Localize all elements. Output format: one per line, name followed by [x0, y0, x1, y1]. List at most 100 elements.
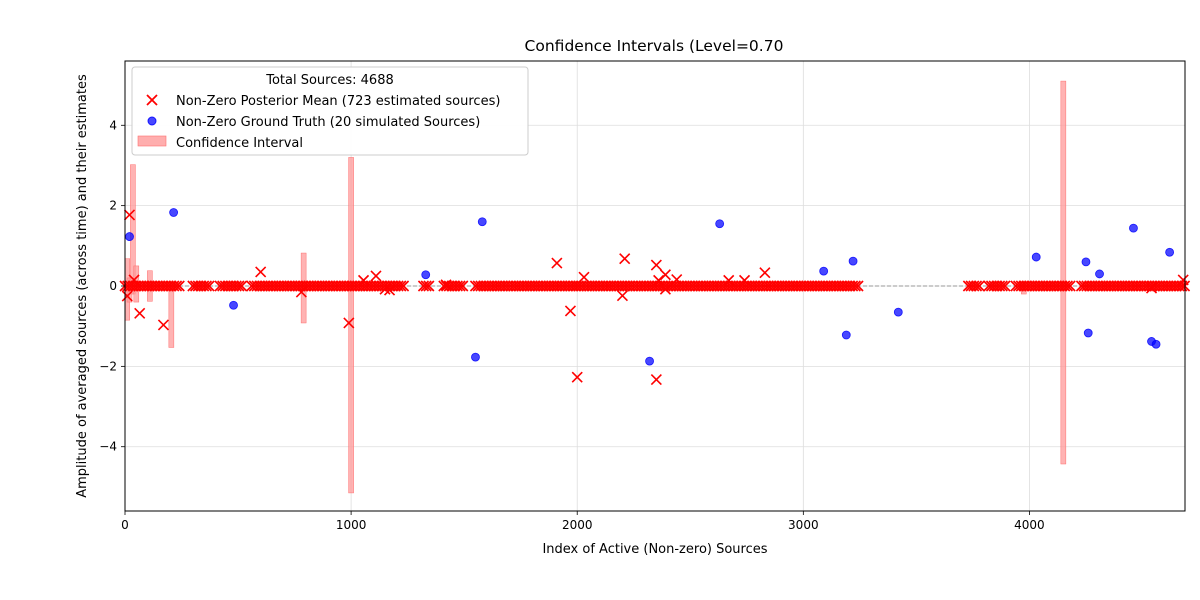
marker-stroke — [332, 280, 345, 292]
posterior-mean-marker — [143, 280, 155, 292]
marker-stroke — [773, 280, 785, 292]
confidence-interval-bar — [168, 282, 175, 348]
marker-stroke — [619, 280, 631, 292]
marker-stroke — [1061, 280, 1073, 292]
marker-stroke — [771, 280, 783, 292]
posterior-mean-marker — [653, 274, 665, 286]
posterior-mean-marker — [286, 280, 298, 292]
posterior-mean-marker — [225, 280, 237, 292]
marker-stroke — [165, 280, 177, 292]
marker-stroke — [368, 280, 380, 292]
posterior-mean-marker — [284, 280, 296, 292]
marker-stroke — [357, 274, 370, 286]
posterior-mean-marker — [214, 280, 226, 292]
posterior-mean-marker — [830, 280, 842, 292]
marker-stroke — [518, 280, 530, 292]
posterior-mean-marker — [738, 274, 751, 286]
posterior-mean-marker — [303, 280, 315, 292]
posterior-mean-marker — [1075, 280, 1088, 292]
posterior-mean-marker — [991, 280, 1003, 292]
posterior-mean-marker — [278, 280, 290, 292]
marker-stroke — [420, 280, 432, 292]
marker-stroke — [135, 280, 147, 292]
posterior-mean-marker — [370, 280, 382, 292]
posterior-mean-marker — [1037, 280, 1049, 292]
marker-stroke — [697, 280, 709, 292]
marker-stroke — [719, 280, 731, 292]
posterior-mean-marker — [149, 280, 161, 292]
posterior-mean-marker — [322, 280, 334, 292]
marker-stroke — [248, 280, 260, 292]
y-tick-label: 2 — [109, 199, 117, 213]
legend-label-ground-truth: Non-Zero Ground Truth (20 simulated Sour… — [176, 115, 480, 130]
marker-stroke — [703, 280, 715, 292]
marker-stroke — [659, 280, 671, 292]
marker-stroke — [627, 280, 639, 292]
posterior-mean-marker — [741, 280, 753, 292]
posterior-mean-marker — [806, 280, 818, 292]
ground-truth-point — [1129, 223, 1138, 233]
posterior-mean-marker — [985, 280, 998, 292]
marker-stroke — [270, 280, 282, 292]
marker-stroke — [1056, 280, 1068, 292]
posterior-mean-marker — [787, 280, 799, 292]
marker-stroke — [313, 280, 326, 292]
posterior-mean-marker — [1045, 280, 1057, 292]
marker-stroke — [573, 280, 585, 292]
marker-stroke — [575, 280, 587, 292]
confidence-interval-bar — [130, 164, 136, 295]
posterior-mean-marker — [554, 280, 566, 292]
posterior-mean-marker — [578, 271, 590, 283]
marker-stroke — [962, 280, 974, 292]
marker-stroke — [187, 280, 199, 292]
posterior-mean-marker — [627, 280, 639, 292]
marker-stroke — [1029, 280, 1041, 292]
marker-stroke — [1165, 280, 1177, 292]
marker-stroke — [1092, 280, 1104, 292]
posterior-mean-marker — [996, 280, 1008, 292]
posterior-mean-marker — [681, 280, 693, 292]
posterior-mean-marker — [619, 253, 631, 265]
marker-stroke — [965, 280, 977, 292]
marker-stroke — [762, 280, 775, 292]
marker-stroke — [632, 280, 644, 292]
marker-stroke — [1053, 280, 1065, 292]
posterior-mean-marker — [1094, 280, 1107, 292]
posterior-mean-marker — [510, 280, 522, 292]
posterior-mean-marker — [128, 274, 140, 286]
posterior-mean-marker — [803, 280, 815, 292]
marker-stroke — [1051, 280, 1063, 292]
marker-stroke — [497, 280, 509, 292]
marker-stroke — [472, 280, 484, 292]
marker-stroke — [130, 280, 142, 292]
posterior-mean-marker — [594, 280, 606, 292]
posterior-mean-marker — [573, 280, 585, 292]
marker-stroke — [619, 253, 631, 265]
marker-stroke — [803, 280, 815, 292]
marker-stroke — [330, 280, 342, 292]
x-axis-title: Index of Active (Non-zero) Sources — [542, 542, 767, 557]
posterior-mean-marker — [988, 280, 1000, 292]
posterior-mean-marker — [575, 280, 587, 292]
posterior-mean-marker — [571, 371, 583, 383]
posterior-mean-marker — [507, 280, 520, 292]
posterior-mean-marker — [819, 280, 832, 292]
marker-stroke — [138, 280, 150, 292]
marker-stroke — [852, 280, 864, 292]
marker-stroke — [643, 280, 655, 292]
posterior-mean-marker — [1157, 280, 1169, 292]
marker-stroke — [343, 317, 355, 329]
marker-stroke — [1084, 280, 1096, 292]
marker-stroke — [303, 280, 315, 292]
marker-stroke — [714, 280, 726, 292]
posterior-mean-marker — [621, 280, 633, 292]
marker-stroke — [499, 280, 511, 292]
posterior-mean-marker — [173, 280, 185, 292]
marker-stroke — [991, 280, 1003, 292]
posterior-mean-marker — [847, 280, 859, 292]
posterior-mean-marker — [768, 280, 780, 292]
marker-stroke — [128, 274, 140, 286]
y-axis-title: Amplitude of averaged sources (across ti… — [75, 74, 90, 498]
posterior-mean-marker — [305, 280, 317, 292]
posterior-mean-marker — [784, 280, 796, 292]
